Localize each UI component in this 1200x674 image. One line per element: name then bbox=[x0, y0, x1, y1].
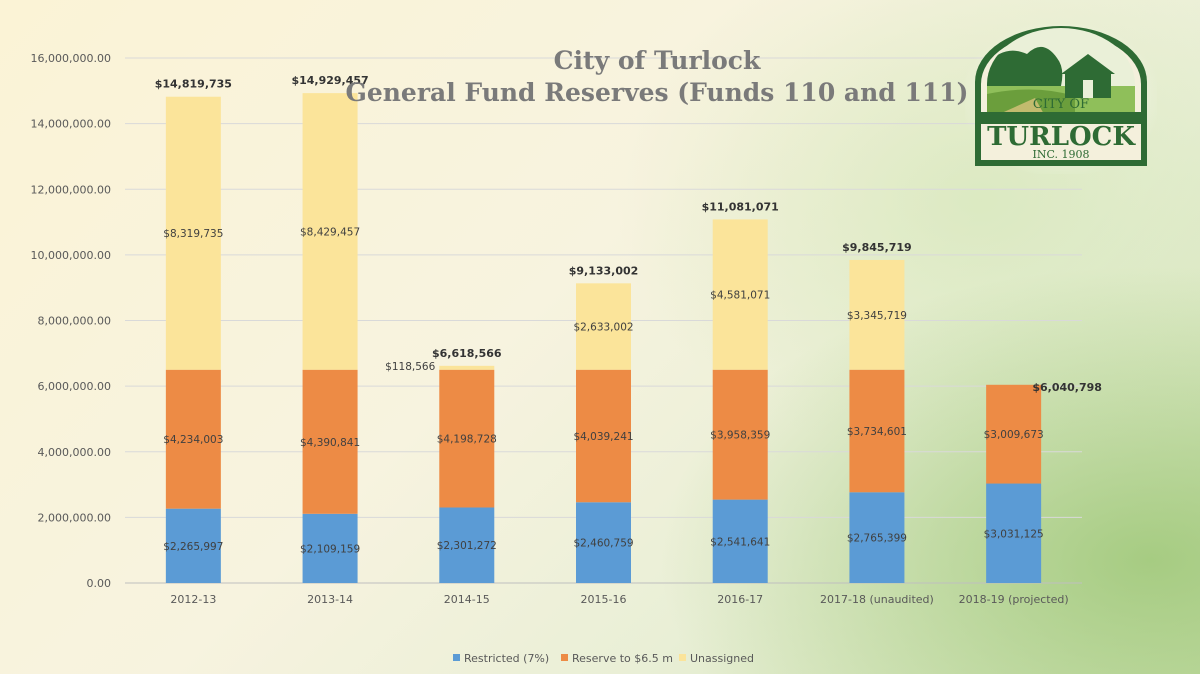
bar-segment bbox=[576, 283, 631, 370]
data-label: $4,390,841 bbox=[300, 437, 360, 449]
data-label: $3,734,601 bbox=[847, 426, 907, 438]
y-tick-label: 2,000,000.00 bbox=[38, 511, 111, 524]
y-tick-label: 16,000,000.00 bbox=[31, 52, 111, 65]
legend: Restricted (7%) Reserve to $6.5 m Unassign… bbox=[453, 652, 754, 665]
y-tick-label: 0.00 bbox=[87, 577, 112, 590]
bar-segment bbox=[165, 96, 221, 370]
total-label: $14,929,457 bbox=[291, 74, 368, 87]
data-label: $4,198,728 bbox=[437, 434, 497, 446]
x-tick-label: 2016-17 bbox=[717, 593, 763, 606]
data-label: $2,301,272 bbox=[437, 540, 497, 552]
bar-segment bbox=[986, 483, 1042, 583]
legend-label: Restricted (7%) bbox=[464, 652, 549, 665]
data-label: $3,031,125 bbox=[984, 528, 1044, 540]
y-tick-label: 4,000,000.00 bbox=[38, 446, 111, 459]
bar-segment bbox=[165, 508, 221, 583]
bar-segment bbox=[576, 502, 631, 583]
data-label: $4,039,241 bbox=[573, 431, 633, 443]
data-label: $118,566 bbox=[385, 361, 435, 373]
chart-title-line-2: General Fund Reserves (Funds 110 and 111… bbox=[345, 78, 968, 107]
data-label: $3,009,673 bbox=[984, 429, 1044, 441]
total-label: $11,081,071 bbox=[702, 200, 779, 213]
bars bbox=[165, 93, 1042, 583]
y-axis: 0.00 2,000,000.00 4,000,000.00 6,000,000.00… bbox=[31, 52, 111, 590]
y-tick-label: 14,000,000.00 bbox=[31, 118, 111, 131]
total-label: $9,133,002 bbox=[569, 264, 639, 277]
bar-segment bbox=[712, 219, 768, 370]
bar-segment bbox=[302, 369, 358, 514]
bar-segment bbox=[849, 369, 905, 493]
bar-segment bbox=[302, 93, 358, 370]
legend-swatch bbox=[561, 654, 568, 661]
chart-title-line-1: City of Turlock bbox=[554, 46, 761, 75]
city-logo-emblem: CITY OF TURLOCK INC. 1908 bbox=[975, 26, 1147, 166]
logo-line-1: CITY OF bbox=[1033, 97, 1089, 112]
total-label: $14,819,735 bbox=[155, 78, 232, 91]
bar-segment bbox=[165, 369, 221, 509]
data-label: $8,429,457 bbox=[300, 226, 360, 238]
bar-segment bbox=[712, 499, 768, 583]
x-tick-label: 2014-15 bbox=[444, 593, 490, 606]
chart-title: City of Turlock General Fund Reserves (F… bbox=[345, 46, 968, 107]
data-label: $3,345,719 bbox=[847, 310, 907, 322]
data-label: $2,765,399 bbox=[847, 533, 907, 545]
bar-segment bbox=[439, 365, 495, 370]
data-labels: $2,265,997 $4,234,003 $8,319,735 $14,819,73… bbox=[155, 74, 1102, 555]
legend-label: Reserve to $6.5 m bbox=[572, 652, 673, 665]
data-label: $2,541,641 bbox=[710, 536, 770, 548]
bar-segment bbox=[302, 513, 358, 583]
x-tick-label: 2013-14 bbox=[307, 593, 353, 606]
data-label: $4,581,071 bbox=[710, 290, 770, 302]
bar-segment bbox=[439, 369, 495, 508]
bar-segment bbox=[986, 384, 1042, 484]
x-tick-label: 2017-18 (unaudited) bbox=[820, 593, 934, 606]
y-tick-label: 8,000,000.00 bbox=[38, 315, 111, 328]
total-label: $6,040,798 bbox=[1032, 381, 1102, 394]
city-logo: CITY OF TURLOCK INC. 1908 bbox=[965, 24, 1157, 174]
bar-segment bbox=[576, 369, 631, 503]
y-tick-label: 12,000,000.00 bbox=[31, 183, 111, 196]
logo-line-3: INC. 1908 bbox=[1033, 148, 1090, 161]
data-label: $3,958,359 bbox=[710, 430, 770, 442]
x-tick-label: 2015-16 bbox=[581, 593, 627, 606]
bar-segment bbox=[439, 507, 495, 583]
x-tick-label: 2012-13 bbox=[170, 593, 216, 606]
data-label: $4,234,003 bbox=[163, 434, 223, 446]
bar-segment bbox=[849, 259, 905, 370]
x-axis: 2012-13 2013-14 2014-15 2015-16 2016-17 2017-… bbox=[170, 593, 1068, 606]
bar-segment bbox=[849, 492, 905, 583]
total-label: $6,618,566 bbox=[432, 347, 502, 360]
bar-segment bbox=[712, 369, 768, 500]
data-label: $2,265,997 bbox=[163, 541, 223, 553]
legend-swatch bbox=[453, 654, 460, 661]
data-label: $2,460,759 bbox=[573, 538, 633, 550]
data-label: $8,319,735 bbox=[163, 228, 223, 240]
data-label: $2,633,002 bbox=[573, 322, 633, 334]
y-tick-label: 10,000,000.00 bbox=[31, 249, 111, 262]
legend-swatch bbox=[679, 654, 686, 661]
logo-line-2: TURLOCK bbox=[987, 122, 1136, 152]
x-tick-label: 2018-19 (projected) bbox=[959, 593, 1069, 606]
data-label: $2,109,159 bbox=[300, 543, 360, 555]
y-tick-label: 6,000,000.00 bbox=[38, 380, 111, 393]
total-label: $9,845,719 bbox=[842, 241, 912, 254]
legend-label: Unassigned bbox=[690, 652, 754, 665]
